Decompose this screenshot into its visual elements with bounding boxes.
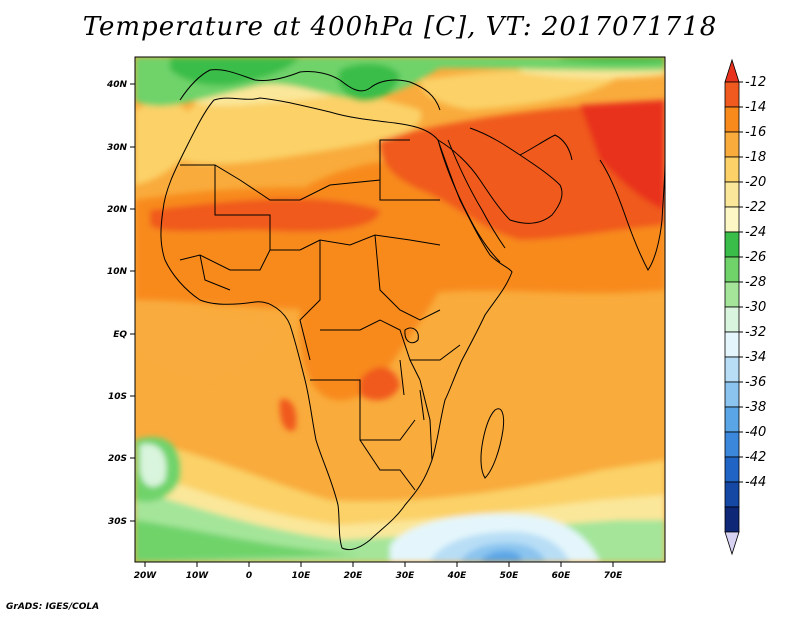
- footer-credit: GrADS: IGES/COLA: [6, 602, 100, 612]
- colorbar-swatch: [724, 256, 740, 283]
- red-sea-west: [437, 139, 501, 263]
- border: [379, 180, 440, 201]
- red-sea-east: [447, 139, 506, 249]
- lat-label: 40N: [106, 80, 128, 90]
- colorbar-swatch: [724, 356, 740, 383]
- lon-axis-labels: 20W 10W 0 10E 20E 30E 40E 50E 60E 70E: [134, 571, 623, 581]
- lat-label: 10N: [107, 267, 128, 277]
- border: [179, 249, 271, 271]
- lat-label: 20S: [108, 454, 127, 464]
- colorbar-swatch: [724, 381, 740, 408]
- lon-label: 20W: [134, 571, 158, 581]
- border: [320, 319, 421, 381]
- lat-label: 20N: [107, 205, 128, 215]
- lon-label: 30E: [396, 571, 416, 581]
- border: [180, 139, 410, 201]
- colorbar-label: -32: [745, 325, 766, 340]
- colorbar-label: -44: [745, 475, 766, 490]
- colorbar-swatch: [724, 331, 740, 358]
- lon-label: 0: [246, 571, 252, 581]
- colorbar-swatch: [724, 106, 740, 133]
- colorbar-label: -26: [745, 250, 766, 265]
- colorbar-label: -12: [745, 75, 766, 90]
- border: [410, 344, 461, 361]
- africa-coastline: [160, 97, 513, 551]
- europe-coast: [179, 69, 441, 111]
- colorbar-swatch: [724, 456, 740, 483]
- lon-label: 20E: [344, 571, 364, 581]
- colorbar: -12 -14 -16 -18 -20 -22 -24 -26 -28 -30 -32 -34 -36 -…: [724, 58, 766, 556]
- colorbar-label: -42: [745, 450, 766, 465]
- madagascar: [480, 408, 505, 479]
- colorbar-swatch: [724, 81, 740, 108]
- colorbar-swatch: [724, 431, 740, 458]
- colorbar-label: -36: [745, 375, 766, 390]
- colorbar-label: -34: [745, 350, 766, 365]
- border: [199, 254, 231, 291]
- colorbar-min-arrow: [724, 531, 740, 556]
- india-coast: [599, 159, 665, 271]
- axis-ticks: [130, 83, 614, 567]
- border: [359, 439, 416, 491]
- lat-label: 30S: [108, 517, 127, 527]
- border: [374, 234, 441, 321]
- lon-label: 40E: [447, 571, 468, 581]
- colorbar-swatch: [724, 406, 740, 433]
- lon-label: 10W: [186, 571, 210, 581]
- border: [299, 240, 321, 361]
- colorbar-label: -30: [745, 300, 766, 315]
- colorbar-max-arrow: [724, 58, 740, 83]
- colorbar-swatch: [724, 481, 740, 508]
- colorbar-swatch: [724, 306, 740, 333]
- lon-label: 60E: [552, 571, 572, 581]
- colorbar-label: -24: [745, 225, 766, 240]
- colorbar-swatch: [724, 231, 740, 258]
- plot-frame: [134, 56, 666, 563]
- colorbar-swatch: [724, 131, 740, 158]
- colorbar-label: -40: [745, 425, 766, 440]
- colorbar-swatch: [724, 181, 740, 208]
- colorbar-swatch: [724, 156, 740, 183]
- colorbar-label: -22: [745, 200, 766, 215]
- border: [419, 379, 433, 461]
- lat-label: EQ: [113, 330, 127, 340]
- lon-label: 70E: [604, 571, 624, 581]
- lat-axis-labels: 40N 30N 20N 10N EQ 10S 20S 30S: [106, 80, 128, 527]
- lon-label: 50E: [500, 571, 520, 581]
- border: [214, 165, 300, 251]
- colorbar-label: -20: [745, 175, 766, 190]
- border: [299, 234, 441, 251]
- lat-label: 30N: [107, 143, 128, 153]
- lake-tanganyika: [399, 359, 405, 396]
- chart-title: Temperature at 400hPa [C], VT: 201707171…: [82, 12, 718, 42]
- colorbar-swatch: [724, 206, 740, 233]
- lake-victoria: [404, 327, 419, 344]
- colorbar-swatch: [724, 506, 740, 533]
- colorbar-label: -16: [745, 125, 766, 140]
- lat-label: 10S: [108, 392, 127, 402]
- persian-gulf: [519, 134, 573, 161]
- colorbar-label: -18: [745, 150, 766, 165]
- lake-malawi: [419, 389, 425, 421]
- lon-label: 10E: [292, 571, 312, 581]
- colorbar-label: -38: [745, 400, 766, 415]
- colorbar-swatch: [724, 281, 740, 308]
- coastlines: [160, 69, 665, 551]
- colorbar-label: -14: [745, 100, 766, 115]
- colorbar-label: -28: [745, 275, 766, 290]
